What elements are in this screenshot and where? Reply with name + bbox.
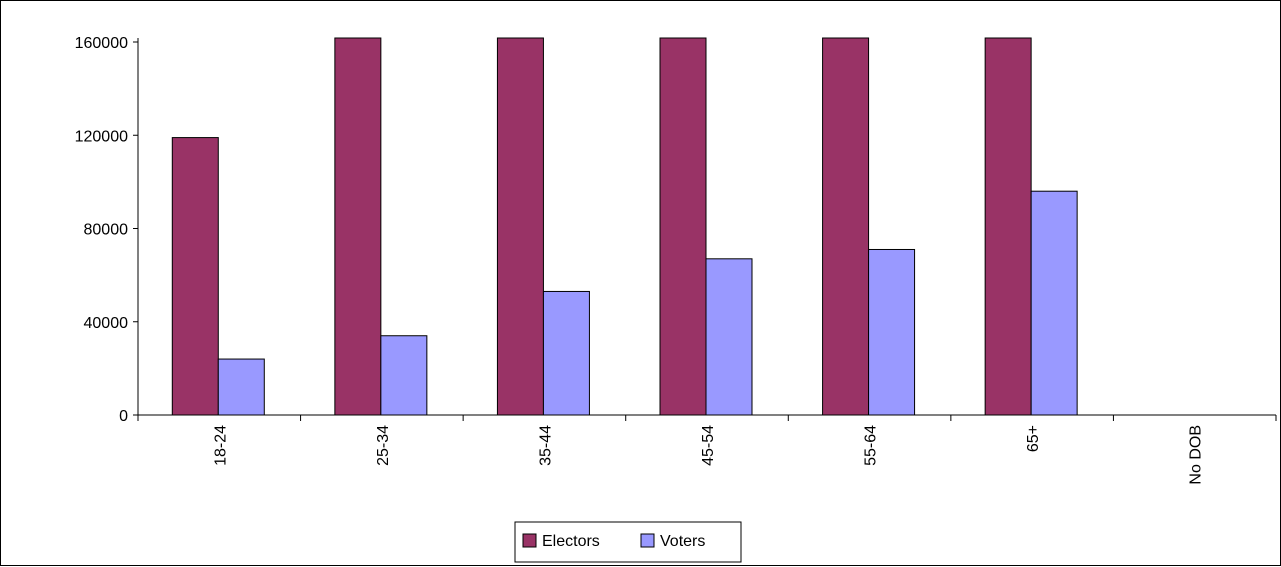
bar-electors-18-24 (171, 137, 219, 416)
y-tick-label: 120000 (75, 128, 128, 145)
x-tick-label: 25-34 (375, 425, 392, 466)
x-tick-label: 35-44 (537, 425, 554, 466)
labels-layer: 160000 120000 80000 40000 0 18-24 25-34 35-44 45… (75, 35, 1205, 485)
x-tick-label: 55-64 (863, 425, 880, 466)
bar-voters-25-34 (380, 335, 428, 416)
x-tick-label: 45-54 (700, 425, 717, 466)
legend-label-electors: Electors (542, 533, 600, 550)
legend-box (514, 521, 742, 563)
legend-label-voters: Voters (660, 533, 705, 550)
bar-electors-35-44 (496, 37, 544, 416)
bar-electors-25-34 (334, 37, 382, 416)
x-tick-label: No DOB (1188, 425, 1205, 485)
axes-layer (133, 38, 1277, 421)
bar-voters-18-24 (217, 358, 265, 416)
bar-voters-35-44 (542, 290, 590, 416)
x-tick-label: 65+ (1025, 425, 1042, 452)
bars-layer (171, 37, 1078, 416)
bar-electors-45-54 (659, 37, 707, 416)
legend-swatch-voters (640, 533, 655, 548)
bar-voters-45-54 (705, 258, 753, 416)
legend: Electors Voters (514, 521, 742, 563)
legend-swatch-electors (522, 533, 537, 548)
y-tick-label: 40000 (84, 315, 129, 332)
x-tick-label: 18-24 (212, 425, 229, 466)
y-tick-label: 80000 (84, 222, 129, 239)
bar-electors-55-64 (822, 37, 870, 416)
bar-voters-65- (1030, 190, 1078, 416)
bar-voters-55-64 (868, 248, 916, 416)
y-tick-label: 160000 (75, 35, 128, 52)
bar-electors-65- (984, 37, 1032, 416)
y-tick-label: 0 (119, 408, 128, 425)
